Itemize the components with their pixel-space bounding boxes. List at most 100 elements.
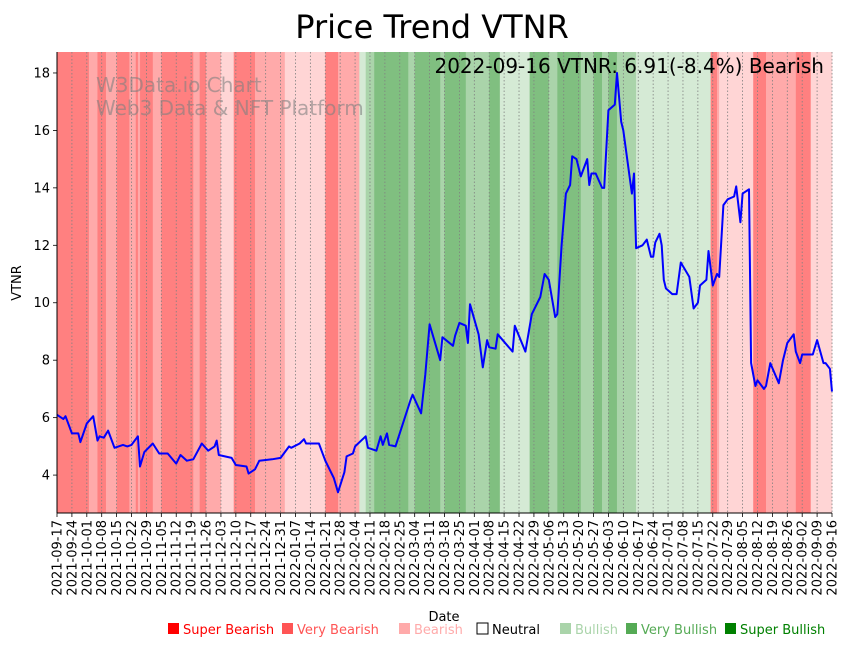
- sentiment-band: [338, 52, 360, 513]
- legend-item: Very Bearish: [282, 623, 379, 638]
- x-tick-label: 2022-08-26: [781, 520, 796, 596]
- x-tick-label: 2022-04-15: [498, 520, 513, 596]
- x-tick-label: 2022-04-29: [527, 520, 542, 596]
- legend-swatch-icon: [626, 623, 637, 634]
- sentiment-band: [161, 52, 194, 513]
- x-tick-label: 2022-05-27: [587, 520, 602, 596]
- legend-label: Bearish: [414, 623, 463, 638]
- sentiment-band: [529, 52, 550, 513]
- x-tick-label: 2022-02-04: [349, 520, 364, 596]
- sentiment-band: [548, 52, 558, 513]
- sentiment-band: [284, 52, 326, 513]
- x-tick-label: 2022-04-01: [468, 520, 483, 596]
- x-tick-label: 2022-01-07: [289, 520, 304, 596]
- x-tick-label: 2021-10-01: [80, 520, 95, 596]
- y-tick-label: 6: [42, 411, 50, 426]
- y-axis-label: VTNR: [10, 265, 25, 301]
- axes: 2021-09-17 2021-09-24 2021-10-01 2021-10-08…: [33, 52, 841, 596]
- sentiment-band: [580, 52, 594, 513]
- y-tick-label: 10: [33, 296, 50, 311]
- x-tick-label: 2022-09-16: [826, 520, 841, 596]
- sentiment-band: [129, 52, 137, 513]
- chart-title: Price Trend VTNR: [295, 8, 569, 46]
- sentiment-band: [717, 52, 720, 513]
- x-tick-label: 2022-07-15: [691, 520, 706, 596]
- x-tick-label: 2022-05-06: [542, 520, 557, 596]
- sentiment-bands: [57, 52, 833, 513]
- x-tick-label: 2022-03-04: [408, 520, 423, 596]
- x-tick-label: 2022-02-11: [363, 520, 378, 596]
- x-tick-label: 2022-09-02: [796, 520, 811, 596]
- sentiment-band: [359, 52, 367, 513]
- x-tick-label: 2022-08-05: [736, 520, 751, 596]
- sentiment-band: [88, 52, 98, 513]
- sentiment-band: [97, 52, 107, 513]
- y-tick-label: 8: [42, 354, 50, 369]
- x-tick-label: 2022-02-18: [378, 520, 393, 596]
- x-tick-label: 2022-03-25: [453, 520, 468, 596]
- legend-item: Bearish: [399, 623, 463, 638]
- legend-item: Super Bearish: [168, 623, 274, 638]
- x-tick-label: 2021-12-31: [274, 520, 289, 596]
- x-tick-label: 2022-09-09: [811, 520, 826, 596]
- x-tick-label: 2022-01-21: [319, 520, 334, 596]
- sentiment-band: [365, 52, 375, 513]
- legend-label: Bullish: [575, 623, 618, 638]
- x-tick-label: 2021-10-22: [125, 520, 140, 596]
- x-tick-label: 2022-08-12: [751, 520, 766, 596]
- x-tick-label: 2022-04-22: [513, 520, 528, 596]
- x-tick-label: 2022-03-11: [423, 520, 438, 596]
- legend-swatch-icon: [476, 622, 489, 635]
- x-tick-label: 2022-07-29: [721, 520, 736, 596]
- legend-swatch-icon: [282, 623, 293, 634]
- legend-swatch-icon: [168, 623, 179, 634]
- legend-item: Very Bullish: [626, 623, 717, 638]
- x-tick-label: 2021-12-10: [229, 520, 244, 596]
- legend-swatch-icon: [725, 623, 736, 634]
- sentiment-band: [465, 52, 490, 513]
- sentiment-band: [325, 52, 339, 513]
- sentiment-band: [489, 52, 501, 513]
- price-line: [56, 72, 833, 494]
- x-tick-label: 2021-10-29: [140, 520, 155, 596]
- x-tick-label: 2021-12-17: [244, 520, 259, 596]
- sentiment-band: [199, 52, 207, 513]
- x-tick-label: 2021-12-03: [214, 520, 229, 596]
- sentiment-band: [140, 52, 154, 513]
- x-tick-label: 2021-09-17: [51, 520, 66, 596]
- sentiment-band: [602, 52, 609, 513]
- sentiment-band: [116, 52, 130, 513]
- x-tick-label: 2022-04-08: [483, 520, 498, 596]
- sentiment-band: [593, 52, 603, 513]
- x-tick-label: 2022-01-28: [334, 520, 349, 596]
- latest-price-annotation: 2022-09-16 VTNR: 6.91(-8.4%) Bearish: [434, 54, 824, 78]
- x-tick-label: 2021-10-08: [95, 520, 110, 596]
- x-tick-label: 2022-07-01: [662, 520, 677, 596]
- x-tick-label: 2021-12-24: [259, 520, 274, 596]
- sentiment-band: [152, 52, 162, 513]
- legend-label: Very Bullish: [641, 623, 717, 638]
- x-tick-label: 2022-07-08: [676, 520, 691, 596]
- sentiment-band: [105, 52, 117, 513]
- sentiment-band: [636, 52, 711, 513]
- sentiment-band: [499, 52, 530, 513]
- x-axis-label: Date: [428, 610, 459, 625]
- legend-label: Super Bullish: [740, 623, 825, 638]
- sentiment-band: [135, 52, 139, 513]
- sentiment-band: [57, 52, 90, 513]
- sentiment-band: [765, 52, 797, 513]
- sentiment-band: [408, 52, 415, 513]
- watermark: W3Data.io Chart Web3 Data & NFT Platform: [96, 73, 364, 120]
- sentiment-band: [206, 52, 222, 513]
- legend-swatch-icon: [399, 623, 410, 634]
- watermark-line-1: W3Data.io Chart: [96, 73, 262, 97]
- x-tick-label: 2022-03-18: [438, 520, 453, 596]
- sentiment-band: [810, 52, 833, 513]
- legend-item: Bullish: [560, 623, 618, 638]
- x-tick-label: 2021-09-24: [65, 520, 80, 596]
- sentiment-band: [414, 52, 441, 513]
- y-tick-label: 12: [33, 239, 50, 254]
- sentiment-band: [608, 52, 618, 513]
- legend-item: Super Bullish: [725, 623, 825, 638]
